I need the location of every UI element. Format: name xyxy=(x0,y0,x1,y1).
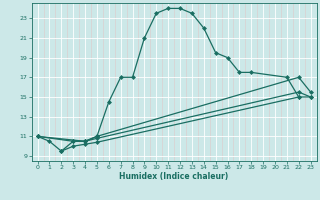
X-axis label: Humidex (Indice chaleur): Humidex (Indice chaleur) xyxy=(119,172,229,181)
